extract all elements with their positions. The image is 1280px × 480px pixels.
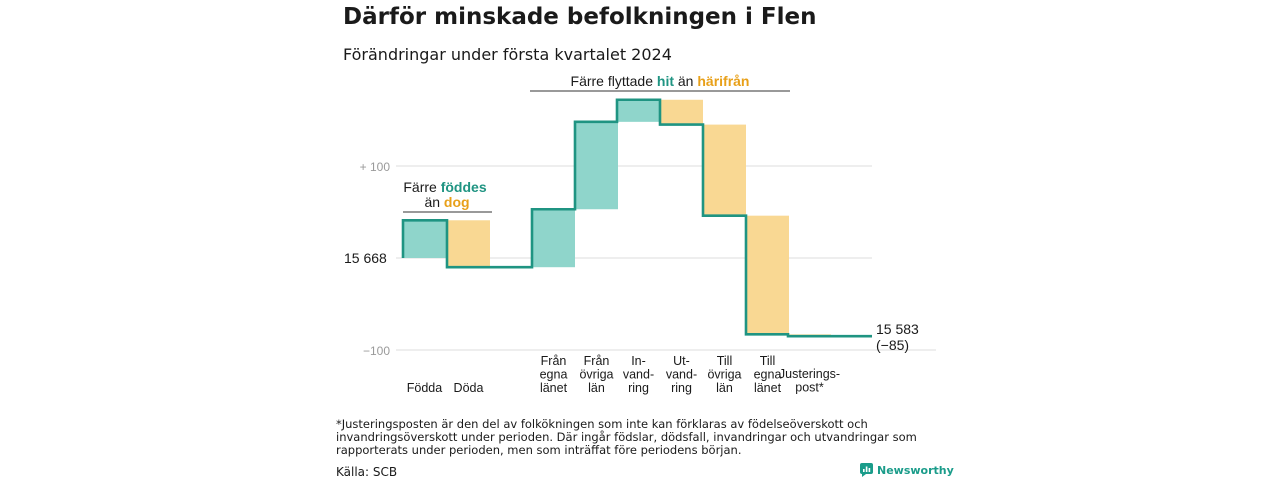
category-label: Födda <box>407 381 442 395</box>
annotation-births-line2: än dog <box>424 194 469 210</box>
waterfall-bar <box>447 220 490 268</box>
category-label: Från egna länet <box>540 354 568 395</box>
source-label: Källa: SCB <box>336 465 398 479</box>
category-label: Från övriga län <box>579 354 613 395</box>
waterfall-bar <box>575 121 618 210</box>
category-label: In-vand-ring <box>623 354 654 395</box>
category-label: Till egna länet <box>754 354 782 395</box>
newsworthy-logo-icon <box>860 463 873 477</box>
waterfall-bar <box>532 209 575 268</box>
end-change-label: (−85) <box>876 337 909 353</box>
level-line <box>401 98 872 338</box>
waterfall-bar <box>617 99 660 122</box>
end-value-label: 15 583 <box>876 321 919 337</box>
chart-title: Därför minskade befolkningen i Flen <box>343 4 817 30</box>
category-label: Ut-vand-ring <box>666 354 697 395</box>
y-tick-label: −100 <box>363 344 390 358</box>
chart-subtitle: Förändringar under första kvartalet 2024 <box>343 45 672 64</box>
annotation-migration: Färre flyttade hit än härifrån <box>571 73 750 89</box>
waterfall-bar <box>660 99 703 125</box>
start-value-label: 15 668 <box>344 250 387 266</box>
category-label: Justerings-post* <box>779 367 840 395</box>
waterfall-chart: + 100 −100 15 668 15 583(−85) Födda Döda Från e… <box>344 73 936 395</box>
brand: Newsworthy <box>860 463 954 477</box>
category-label: Döda <box>454 381 484 395</box>
waterfall-bar <box>703 124 746 216</box>
footnote: *Justeringsposten är den del av folkökni… <box>336 417 917 457</box>
y-tick-label: + 100 <box>360 160 391 174</box>
annotation-births-line1: Färre föddes <box>403 179 486 195</box>
brand-name: Newsworthy <box>877 463 954 477</box>
waterfall-bar <box>403 220 446 258</box>
category-label: Till övriga län <box>707 354 741 395</box>
waterfall-bar <box>746 215 789 335</box>
